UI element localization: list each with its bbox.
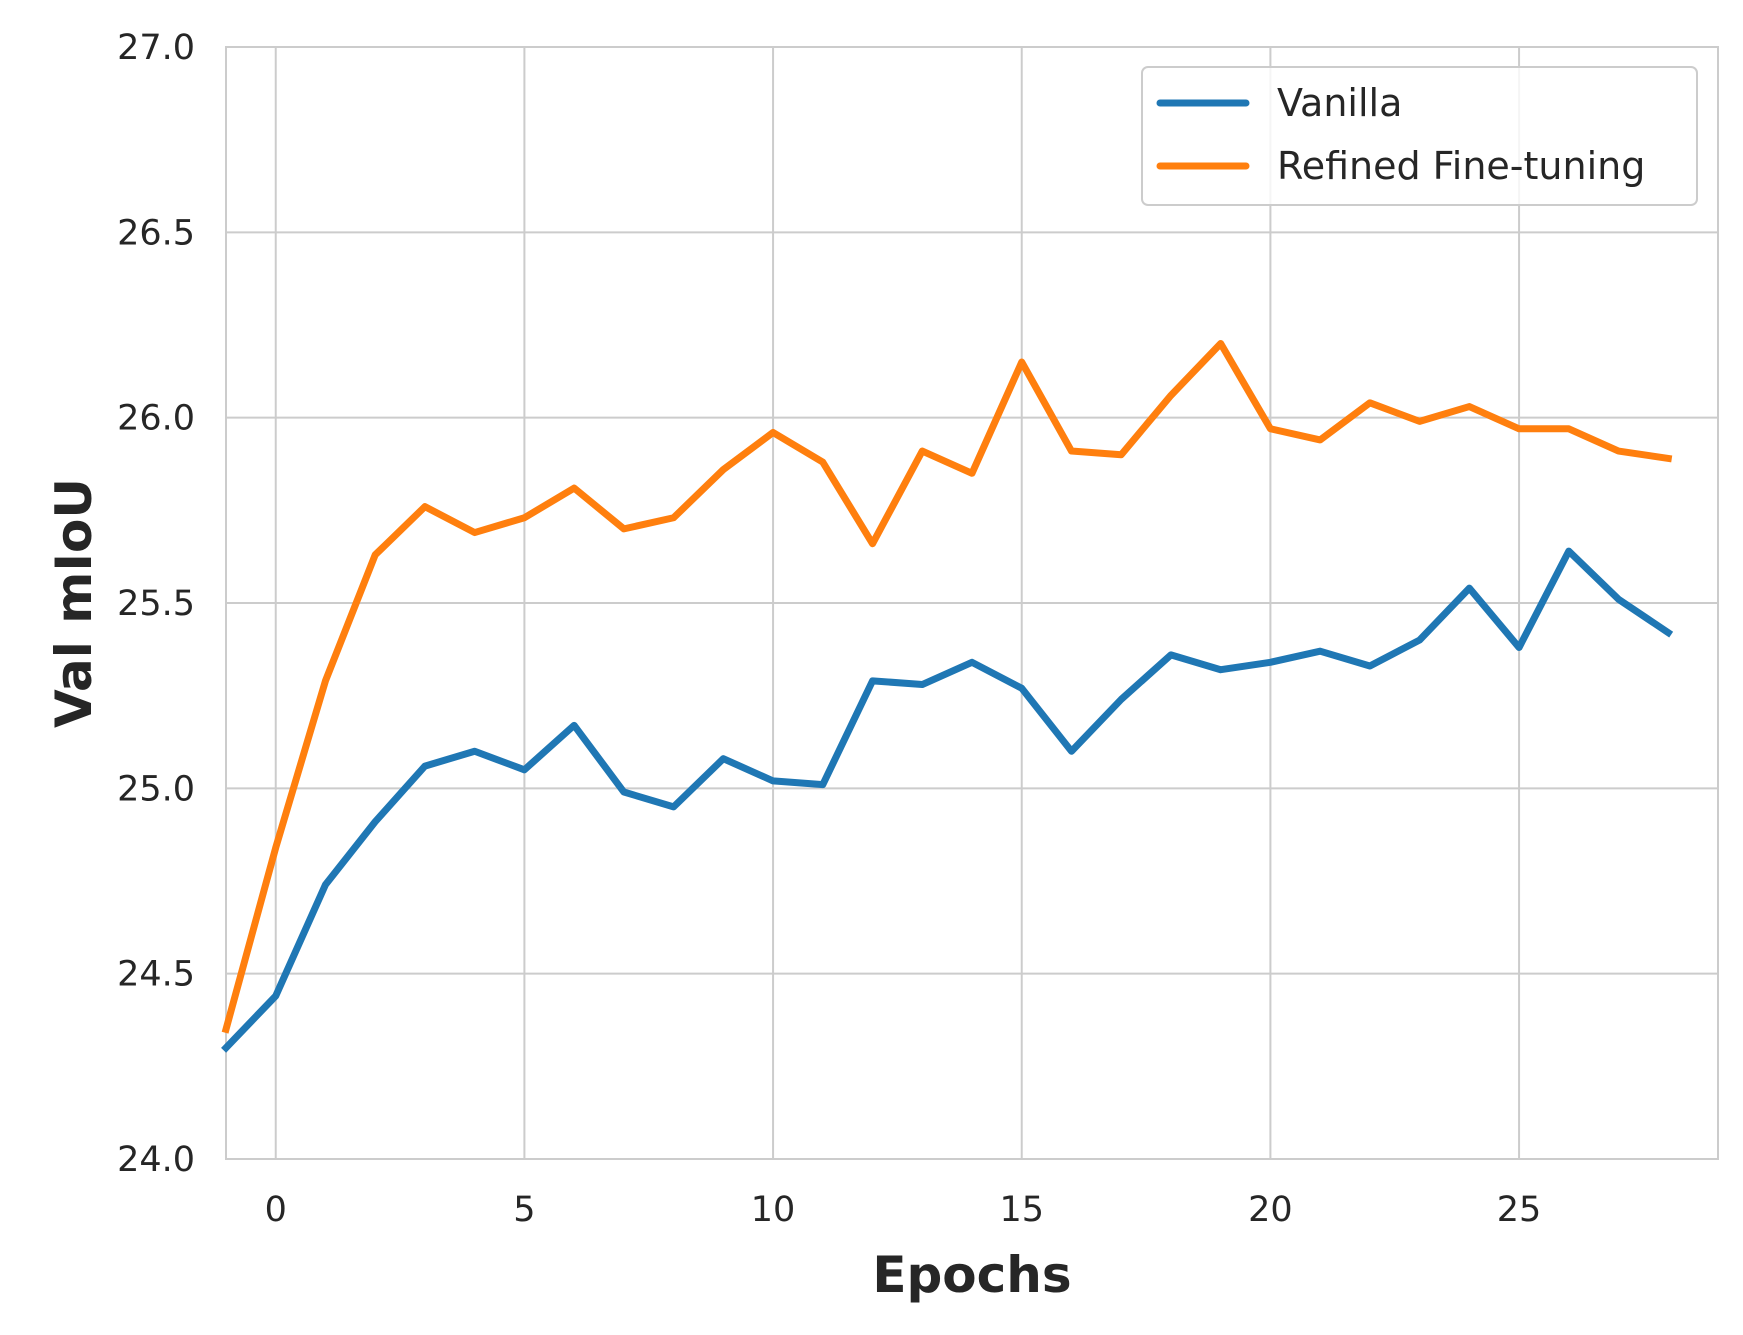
legend-label: Vanilla [1277,81,1402,125]
y-tick-label: 24.5 [117,955,195,995]
x-tick-labels: 0 5 10 15 20 25 [265,1190,1542,1230]
series-line-1 [221,340,1673,1034]
x-tick-label: 0 [265,1190,287,1230]
x-tick-label: 15 [999,1190,1044,1230]
y-tick-labels: 24.0 24.5 25.0 25.5 26.0 26.5 27.0 [117,28,195,1180]
y-tick-label: 25.5 [117,584,195,624]
x-tick-label: 10 [751,1190,796,1230]
y-axis-title: Val mIoU [45,478,103,728]
legend: Vanilla Refined Fine-tuning [1141,66,1698,206]
legend-box [1141,66,1698,206]
y-tick-label: 24.0 [117,1140,195,1180]
x-axis-title: Epochs [872,1246,1071,1304]
x-tick-label: 25 [1497,1190,1542,1230]
y-tick-label: 26.5 [117,213,195,253]
series-line-0 [221,547,1674,1053]
x-tick-label: 5 [513,1190,535,1230]
plot-frame [225,46,1719,1160]
series-group [221,340,1674,1053]
y-tick-label: 25.0 [117,769,195,809]
legend-label: Refined Fine-tuning [1277,144,1645,188]
y-tick-label: 27.0 [117,28,195,68]
y-tick-label: 26.0 [117,399,195,439]
grid [226,46,1718,1160]
x-tick-label: 20 [1248,1190,1293,1230]
